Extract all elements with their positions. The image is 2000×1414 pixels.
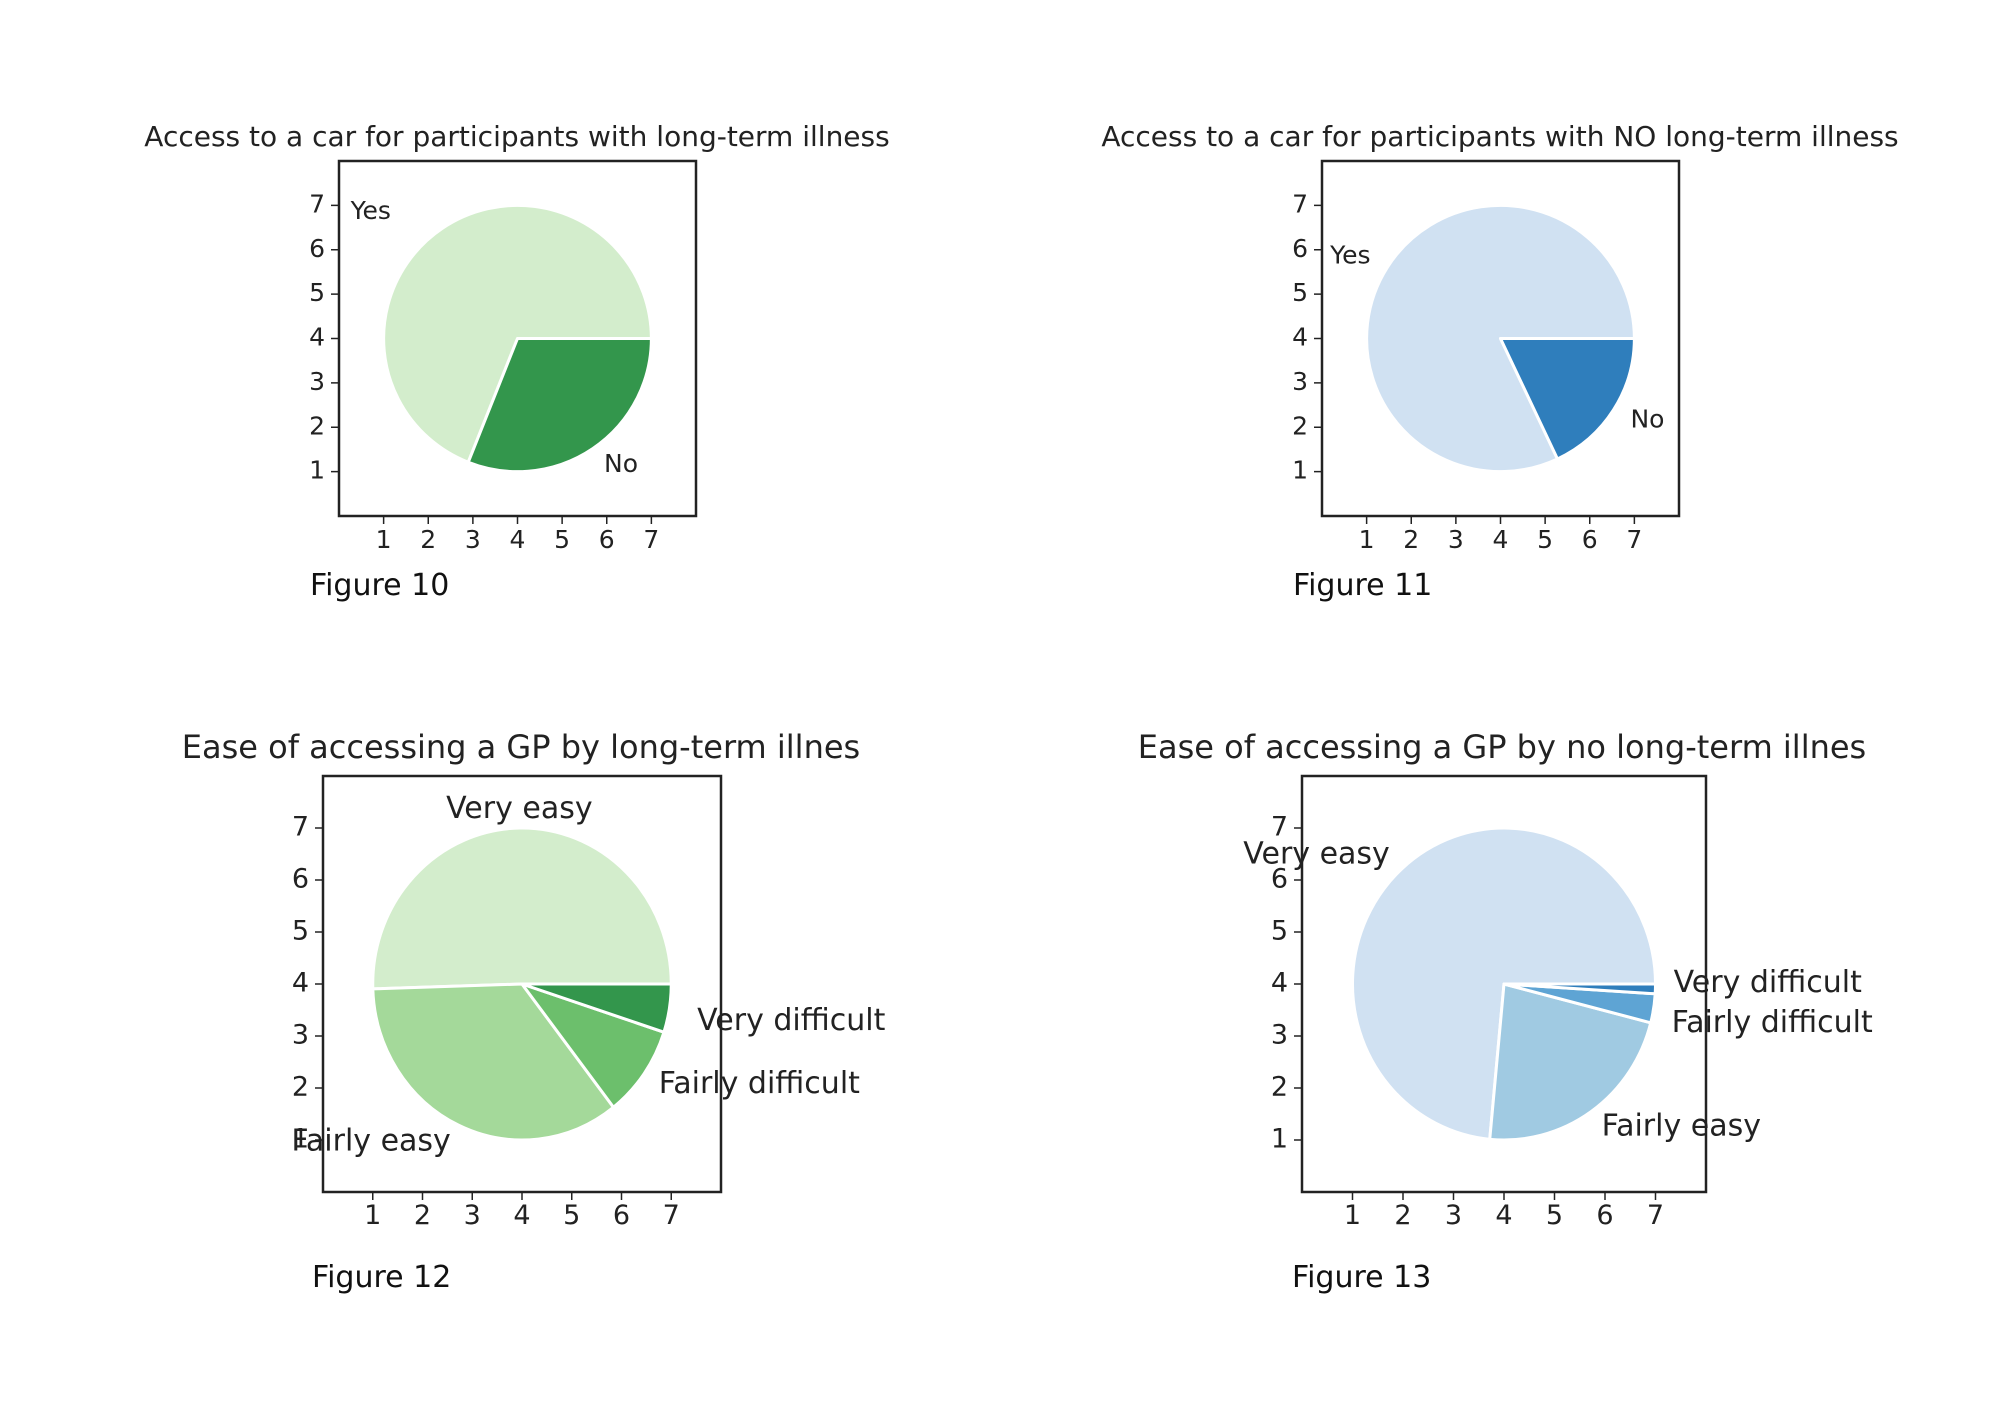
x-tick-label: 5 xyxy=(1537,525,1553,554)
x-tick-label: 5 xyxy=(1546,1200,1563,1231)
figure-13-caption: Figure 13 xyxy=(1292,1260,1432,1295)
x-tick-label: 4 xyxy=(510,525,526,554)
y-tick-label: 7 xyxy=(292,812,309,843)
x-tick-label: 2 xyxy=(420,525,436,554)
y-tick-label: 2 xyxy=(1292,411,1308,440)
pie-slice-no xyxy=(1499,337,1636,461)
x-tick-label: 7 xyxy=(1626,525,1642,554)
y-tick-label: 6 xyxy=(1292,234,1308,263)
y-tick-label: 3 xyxy=(309,367,325,396)
x-tick-label: 5 xyxy=(563,1200,580,1231)
y-tick-label: 1 xyxy=(309,456,325,485)
y-tick-label: 5 xyxy=(1292,278,1308,307)
x-tick-label: 2 xyxy=(1403,525,1419,554)
x-tick-label: 5 xyxy=(554,525,570,554)
y-tick-label: 1 xyxy=(292,1124,309,1155)
chart-title: Access to a car for participants with lo… xyxy=(144,120,889,153)
x-tick-label: 2 xyxy=(414,1200,431,1231)
y-tick-label: 1 xyxy=(1271,1124,1288,1155)
x-tick-label: 6 xyxy=(599,525,615,554)
y-tick-label: 7 xyxy=(1292,189,1308,218)
y-tick-label: 4 xyxy=(1271,968,1288,999)
x-tick-label: 1 xyxy=(376,525,392,554)
y-tick-label: 6 xyxy=(1271,864,1288,895)
y-tick-label: 3 xyxy=(1292,367,1308,396)
pie-slice-fairly-difficult xyxy=(520,982,666,1109)
chart-title: Ease of accessing a GP by no long-term i… xyxy=(1138,728,1866,766)
x-tick-label: 6 xyxy=(1582,525,1598,554)
y-tick-label: 4 xyxy=(309,323,325,352)
x-tick-label: 4 xyxy=(1493,525,1509,554)
y-tick-label: 5 xyxy=(292,916,309,947)
x-tick-label: 2 xyxy=(1394,1200,1411,1231)
pie-slice-very-difficult xyxy=(520,982,673,1034)
y-tick-label: 2 xyxy=(309,411,325,440)
x-tick-label: 7 xyxy=(643,525,659,554)
pie-slice-yes xyxy=(382,203,653,464)
figure-10-caption: Figure 10 xyxy=(310,568,450,603)
pie-slice-fairly-easy xyxy=(1488,982,1653,1142)
x-tick-label: 4 xyxy=(1495,1200,1512,1231)
y-tick-label: 5 xyxy=(309,278,325,307)
slice-label-fairly-difficult: Fairly difficult xyxy=(1672,1005,1873,1040)
x-tick-label: 1 xyxy=(1344,1200,1361,1231)
y-tick-label: 4 xyxy=(1292,323,1308,352)
pie-slice-no xyxy=(466,337,653,474)
x-tick-label: 1 xyxy=(1359,525,1375,554)
x-tick-label: 6 xyxy=(613,1200,630,1231)
pie-slice-fairly-easy xyxy=(371,982,615,1142)
y-tick-label: 3 xyxy=(1271,1020,1288,1051)
y-tick-label: 6 xyxy=(309,234,325,263)
slice-label-fairly-easy: Fairly easy xyxy=(291,1124,450,1159)
slice-label-fairly-easy: Fairly easy xyxy=(1602,1108,1761,1143)
y-tick-label: 6 xyxy=(292,864,309,895)
slice-label-very-difficult: Very difficult xyxy=(697,1003,885,1038)
x-tick-label: 6 xyxy=(1596,1200,1613,1231)
x-tick-label: 3 xyxy=(465,525,481,554)
slice-label-fairly-difficult: Fairly difficult xyxy=(659,1066,860,1101)
slice-label-yes: Yes xyxy=(350,196,391,225)
y-tick-label: 2 xyxy=(292,1072,309,1103)
x-tick-label: 7 xyxy=(663,1200,680,1231)
y-tick-label: 2 xyxy=(1271,1072,1288,1103)
y-tick-label: 4 xyxy=(292,968,309,999)
figure-12-caption: Figure 12 xyxy=(312,1260,452,1295)
slice-label-very-easy: Very easy xyxy=(1243,836,1390,871)
pie-slice-very-easy xyxy=(371,826,673,991)
slice-label-very-easy: Very easy xyxy=(446,791,593,826)
chart-title: Ease of accessing a GP by long-term illn… xyxy=(182,728,860,766)
y-tick-label: 5 xyxy=(1271,916,1288,947)
x-tick-label: 7 xyxy=(1647,1200,1664,1231)
x-tick-label: 3 xyxy=(1448,525,1464,554)
y-tick-label: 7 xyxy=(309,189,325,218)
slice-label-no: No xyxy=(1630,405,1664,434)
figure-11-caption: Figure 11 xyxy=(1293,568,1433,603)
x-tick-label: 4 xyxy=(513,1200,530,1231)
chart-title: Access to a car for participants with NO… xyxy=(1101,120,1898,153)
slice-label-no: No xyxy=(604,449,638,478)
y-tick-label: 1 xyxy=(1292,456,1308,485)
x-tick-label: 1 xyxy=(364,1200,381,1231)
pie-slice-very-difficult xyxy=(1502,982,1657,996)
slice-label-very-difficult: Very difficult xyxy=(1674,965,1862,1000)
x-tick-label: 3 xyxy=(464,1200,481,1231)
x-tick-label: 3 xyxy=(1445,1200,1462,1231)
y-tick-label: 3 xyxy=(292,1020,309,1051)
y-tick-label: 7 xyxy=(1271,812,1288,843)
slice-label-yes: Yes xyxy=(1329,240,1370,269)
